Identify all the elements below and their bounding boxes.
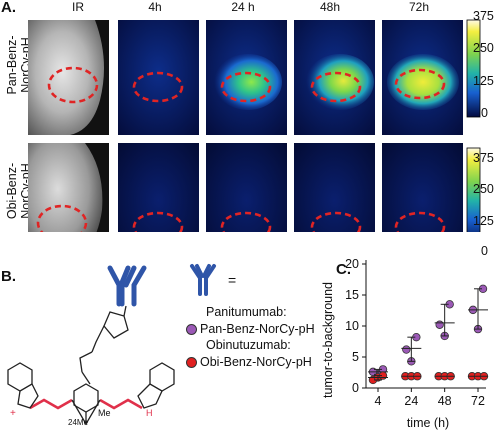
chart-ylabel: tumor-to-background (321, 282, 335, 398)
ellipse-obi-ir (36, 204, 88, 232)
cbar-bottom-tick-250: 250 (473, 182, 494, 196)
cbar-bottom-tick-375: 375 (473, 151, 494, 165)
cbar-top-tick-250: 250 (473, 41, 494, 55)
ellipse-obi-48h (310, 211, 362, 232)
col-head-4h: 4h (148, 0, 162, 14)
panel-b-letter: B. (1, 268, 16, 285)
legend-pan-marker (186, 324, 197, 336)
fluor-image-obi-48h (294, 143, 375, 232)
x-tick-label: 24 (404, 394, 418, 408)
ir-mouse-pan (28, 20, 104, 135)
cbar-bottom-tick-125: 125 (473, 214, 494, 228)
hotspot-pan-72h (387, 54, 459, 110)
col-head-48h: 48h (319, 0, 341, 14)
scatter-chart: tumor-to-background time (h) 0 5 10 15 20 4 24… (321, 257, 489, 430)
fluor-image-obi-24h (206, 143, 287, 232)
x-tick-label: 4 (375, 394, 382, 408)
legend-pan-label: Pan-Benz-NorCy-pH (200, 322, 315, 336)
antibody-icon (107, 265, 147, 307)
y-tick-label: 5 (352, 350, 359, 364)
struct-plus: + (10, 408, 16, 419)
y-tick-label: 20 (345, 257, 359, 271)
fluor-image-obi-4h (118, 143, 199, 232)
data-point (435, 320, 444, 329)
col-head-ir: IR (72, 0, 84, 14)
ellipse-pan-4h (132, 71, 184, 103)
legend-equals: = (228, 272, 237, 288)
panel-c-letter: C. (336, 261, 351, 278)
cbar-top-tick-0: 0 (481, 106, 488, 120)
struct-24me: 24Me (68, 418, 89, 427)
hotspot-pan-48h (306, 54, 374, 110)
cbar-bottom-tick-0: 0 (481, 244, 488, 258)
linker-bonds (73, 305, 129, 424)
panel-a-letter: A. (1, 0, 16, 16)
y-tick-label: 15 (345, 288, 359, 302)
chart-xlabel: time (h) (407, 416, 449, 430)
fluor-image-pan-4h (118, 20, 199, 135)
ellipse-obi-24h (220, 211, 272, 232)
ellipse-pan-48h (310, 71, 362, 103)
x-tick-label: 48 (438, 394, 452, 408)
cbar-top-tick-125: 125 (473, 74, 494, 88)
y-tick-label: 10 (345, 319, 359, 333)
struct-me: Me (98, 408, 111, 418)
x-tick-label: 72 (471, 394, 485, 408)
legend-obinutuzumab-heading: Obinutuzumab: (206, 338, 291, 352)
data-point (402, 345, 411, 354)
legend-obi-label: Obi-Benz-NorCy-pH (200, 355, 312, 369)
col-head-24h: 24 h (231, 0, 255, 14)
y-tick-label: 0 (352, 381, 359, 395)
legend-obi-item: Obi-Benz-NorCy-pH (186, 355, 312, 369)
colorbar-bottom (466, 147, 481, 232)
cyanine-chain (29, 398, 143, 410)
legend-panitumumab-heading: Panitumumab: (206, 305, 287, 319)
ellipse-pan-24h (220, 71, 272, 103)
ellipse-obi-72h (394, 211, 446, 232)
fluor-image-obi-72h (382, 143, 463, 232)
ellipse-obi-4h (132, 211, 184, 232)
ellipse-pan-ir (47, 66, 99, 104)
antibody-legend-icon (190, 264, 216, 296)
chemical-structure: + H (7, 265, 175, 426)
legend-obi-marker (186, 357, 197, 369)
struct-h-right: H (146, 408, 153, 418)
tumor-ellipses (36, 66, 446, 232)
imaging-grid (28, 19, 481, 232)
colorbar-top (466, 19, 481, 118)
col-head-72h: 72h (408, 0, 430, 14)
ir-mouse-obi (28, 143, 103, 232)
ellipse-pan-72h (394, 68, 446, 100)
legend-pan-item: Pan-Benz-NorCy-pH (186, 322, 315, 336)
indole-rings (7, 362, 175, 426)
cbar-top-tick-375: 375 (473, 9, 494, 23)
